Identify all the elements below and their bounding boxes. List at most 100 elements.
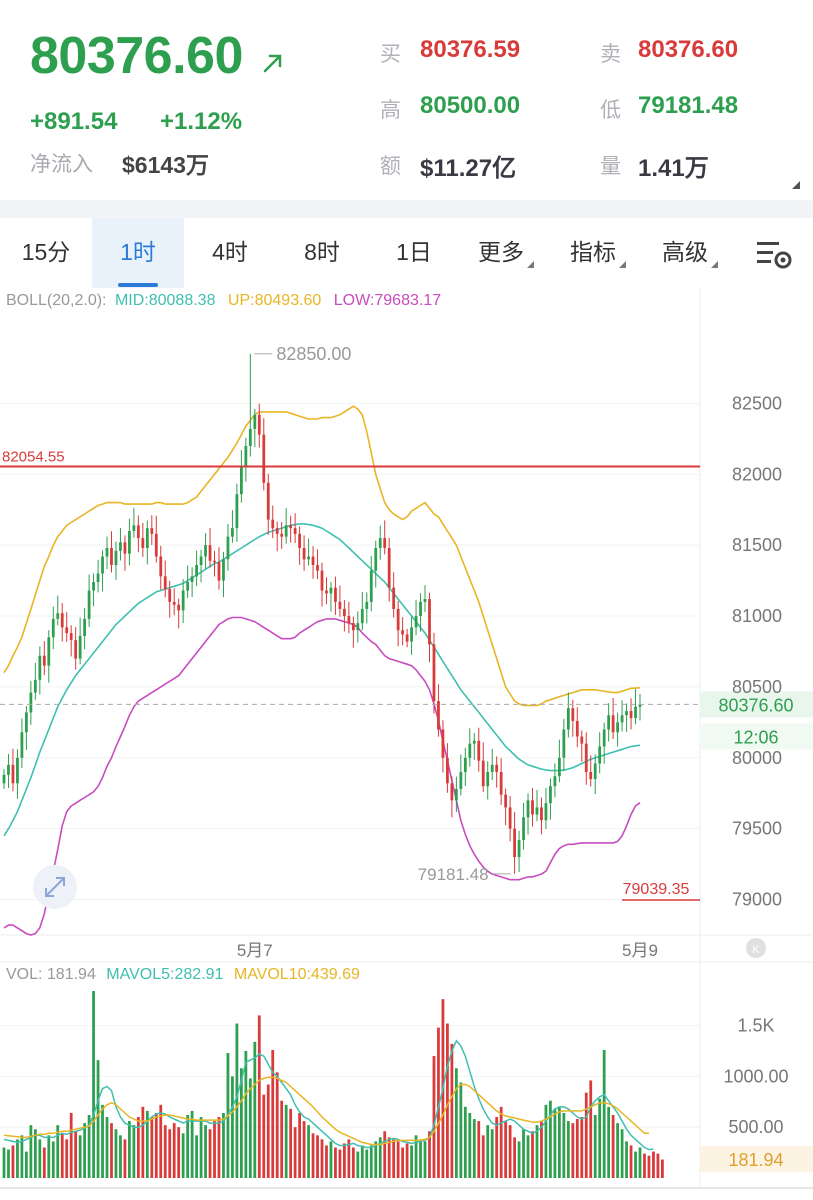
tab-8hour[interactable]: 8时 [276, 218, 368, 288]
volume-bar [607, 1106, 611, 1178]
candle-down [172, 601, 176, 605]
volume-bar [499, 1106, 503, 1178]
volume-bar [338, 1149, 342, 1178]
candle-up [132, 525, 136, 531]
high-value: 80500.00 [420, 92, 521, 119]
candle-down [60, 613, 64, 628]
tab-indicators[interactable]: 指标 [552, 218, 644, 288]
candle-down [405, 634, 409, 642]
current-volume-label: 181.94 [728, 1150, 783, 1170]
candle-up [602, 729, 606, 747]
volume-bar [450, 1043, 454, 1178]
volume-bar [271, 1049, 275, 1178]
volume-bar [481, 1135, 485, 1178]
volume-bar [392, 1139, 396, 1178]
candle-up [634, 706, 637, 719]
candle-down [575, 720, 579, 737]
volume-bar [463, 1106, 467, 1178]
tab-more[interactable]: 更多 [460, 218, 552, 288]
candle-down [477, 740, 481, 761]
volume-bar [468, 1112, 472, 1178]
volume-bar [562, 1112, 566, 1178]
volume-bar [298, 1112, 301, 1178]
volume-bar [437, 1027, 440, 1178]
volume-bar [293, 1127, 297, 1178]
bollinger-lines [3, 405, 641, 936]
volume-bar [620, 1129, 624, 1178]
chart-settings-icon[interactable] [755, 238, 793, 270]
candle-down [499, 771, 503, 795]
volume-bar [47, 1135, 51, 1178]
candle-up [562, 729, 566, 758]
candle-up [235, 494, 239, 529]
tab-advanced[interactable]: 高级 [644, 218, 736, 288]
volume-bar [195, 1135, 198, 1178]
volume-bar [311, 1133, 315, 1178]
kline-toggle-icon[interactable] [746, 938, 766, 958]
expand-arrows-icon [45, 877, 65, 897]
candle-up [598, 746, 602, 764]
volume-bar [199, 1117, 203, 1178]
volume-bar [235, 1023, 239, 1178]
chart-grid [0, 288, 813, 1190]
price-tick-label: 81500 [732, 535, 782, 555]
volume-bar [553, 1108, 557, 1178]
current-price-tag-label: 80376.60 [718, 695, 793, 715]
volume-bar [159, 1104, 163, 1178]
candle-up [29, 692, 33, 713]
volume-bar [7, 1149, 10, 1178]
candle-down [168, 589, 172, 602]
candle-up [2, 774, 6, 784]
price-panel-bg [0, 288, 813, 936]
volume-bar [78, 1135, 82, 1178]
candle-down [123, 542, 127, 554]
volume-bar [222, 1112, 225, 1178]
volume-bar [33, 1129, 37, 1178]
candle-down [629, 711, 633, 719]
tab-1hour[interactable]: 1时 [92, 218, 184, 288]
tab-4hour[interactable]: 4时 [184, 218, 276, 288]
volume-bar [602, 1049, 606, 1178]
candle-up [105, 548, 109, 557]
tab-1day[interactable]: 1日 [368, 218, 460, 288]
price-tick-label: 80000 [732, 748, 782, 768]
volume-bar [110, 1123, 113, 1178]
volume-bar [29, 1125, 33, 1178]
tab-label: 高级 [662, 239, 708, 265]
countdown-label: 12:06 [733, 727, 778, 747]
candle-down [150, 528, 154, 534]
boll-legend-up: UP:80493.60 [228, 292, 322, 309]
candle-down [428, 599, 431, 645]
candle-down [392, 587, 396, 609]
candle-down [432, 644, 436, 702]
volume-bar [208, 1129, 212, 1178]
volume-bar [540, 1121, 543, 1178]
candle-down [289, 525, 293, 529]
timeframe-tabs: 15分 1时 4时 8时 1日 更多 指标 高级 [0, 218, 813, 289]
candle-down [504, 794, 508, 808]
volume-bar [60, 1133, 64, 1178]
tab-15min[interactable]: 15分 [0, 218, 92, 288]
volume-bar [616, 1123, 619, 1178]
price-tick-label: 80500 [732, 677, 782, 697]
candle-up [410, 627, 413, 642]
volume-bar [2, 1147, 6, 1178]
candle-up [526, 800, 530, 818]
low-label: 低 [600, 99, 621, 122]
kline-toggle-icon-letter: K [752, 944, 760, 956]
candle-up [204, 545, 207, 557]
expand-corner-icon[interactable] [792, 181, 800, 189]
candle-down [65, 627, 69, 634]
candle-up [517, 840, 521, 858]
volume-bar [92, 991, 95, 1178]
tab-label: 4时 [212, 239, 248, 265]
candle-up [472, 740, 476, 744]
volume-bar [454, 1068, 458, 1178]
sell-label: 卖 [600, 43, 621, 66]
volume-bar [248, 1078, 252, 1178]
candle-up [222, 559, 225, 581]
candle-down [441, 729, 445, 758]
volume-tick-label: 1000.00 [723, 1066, 788, 1086]
candle-up [16, 757, 19, 784]
